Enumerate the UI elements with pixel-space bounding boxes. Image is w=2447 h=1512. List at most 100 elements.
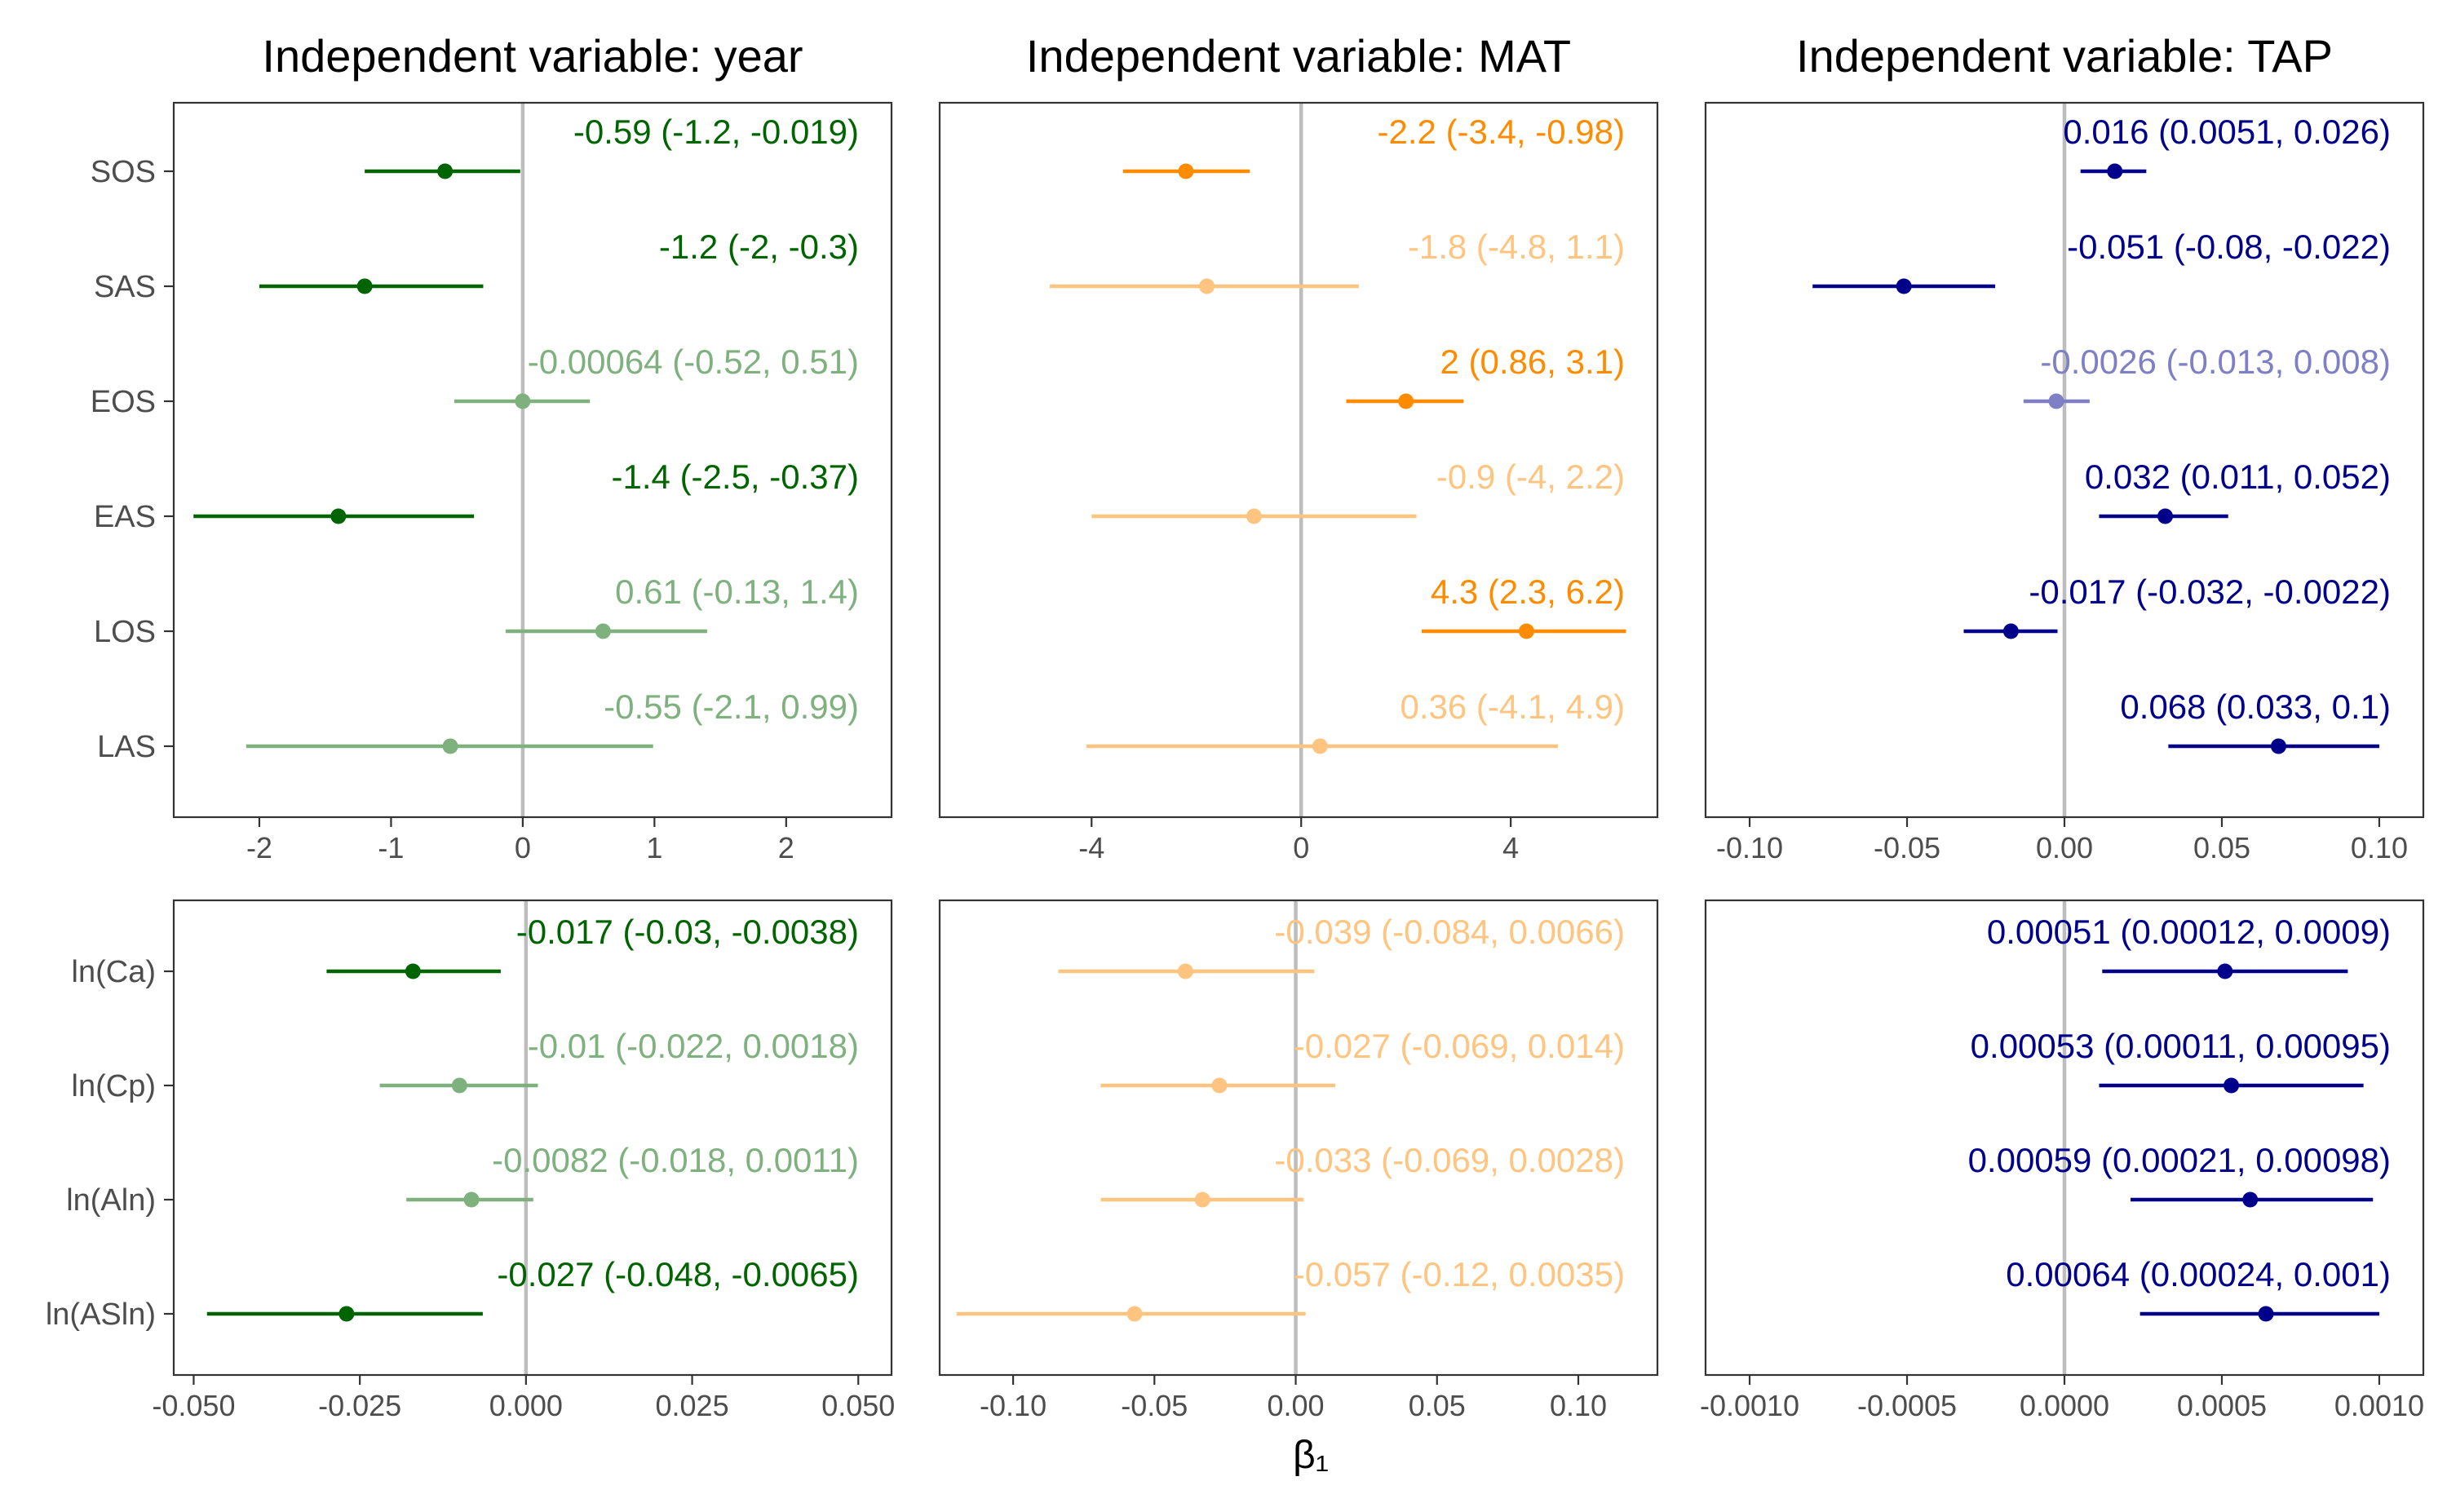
estimate-point-EOS [515, 393, 531, 409]
estimate-point-LAS [442, 738, 458, 754]
x-tick-label: 4 [1502, 831, 1519, 864]
x-tick-label: 0.025 [656, 1389, 729, 1422]
estimate-label-ln(Ca): -0.017 (-0.03, -0.0038) [516, 913, 859, 951]
estimate-point-EAS [1246, 508, 1262, 524]
estimate-label-ln(Cp): 0.00053 (0.00011, 0.00095) [1971, 1027, 2391, 1065]
x-tick-label: 0.0000 [2020, 1389, 2109, 1422]
x-tick-label: 0.05 [2193, 831, 2250, 864]
panel-bottom-MAT: -0.10 -0.05 0.00 0.05 0.10 -0.039 (-0.084, 0.… [938, 899, 1659, 1422]
estimate-label-LAS: 0.36 (-4.1, 4.9) [1400, 687, 1625, 726]
estimate-label-LOS: -0.017 (-0.032, -0.0022) [2029, 573, 2391, 611]
estimate-label-ln(ASln): -0.057 (-0.12, 0.0035) [1294, 1255, 1625, 1293]
estimate-label-ln(Cp): -0.027 (-0.069, 0.014) [1294, 1027, 1625, 1065]
estimate-label-SAS: -1.8 (-4.8, 1.1) [1408, 228, 1625, 266]
row-label: ln(Aln) [66, 1183, 156, 1218]
estimate-label-ln(Ca): 0.00051 (0.00012, 0.0009) [1987, 913, 2391, 951]
x-tick-label: 0.0005 [2177, 1389, 2267, 1422]
estimate-label-SAS: -0.051 (-0.08, -0.022) [2067, 228, 2391, 266]
estimate-label-ln(ASln): -0.027 (-0.048, -0.0065) [497, 1255, 859, 1293]
panel-top-year: -2 -1 0 1 2 SOS -0.59 (-1.2, -0.019) SAS -1.2 (-… [91, 101, 893, 864]
panel-frame [938, 899, 1659, 1377]
estimate-point-LAS [1312, 738, 1328, 754]
estimate-label-SAS: -1.2 (-2, -0.3) [659, 228, 859, 266]
x-tick-label: 0.10 [1550, 1389, 1607, 1422]
row-label: ln(Ca) [72, 955, 156, 989]
estimate-label-LAS: 0.068 (0.033, 0.1) [2120, 687, 2391, 726]
panel-top-MAT: -4 0 4 -2.2 (-3.4, -0.98) -1.8 (-4.8, 1.1) 2 … [938, 101, 1659, 864]
x-tick-label: -0.0005 [1857, 1389, 1957, 1422]
x-tick-label: -0.0010 [1700, 1389, 1799, 1422]
x-tick-label: -0.05 [1121, 1389, 1188, 1422]
row-label: EAS [94, 500, 156, 534]
estimate-point-ln(Cp) [2224, 1077, 2240, 1094]
estimate-point-ln(Cp) [451, 1077, 467, 1094]
estimate-point-SOS [437, 163, 454, 179]
estimate-label-EAS: -0.9 (-4, 2.2) [1436, 458, 1625, 496]
x-tick-label: 0 [1293, 831, 1309, 864]
estimate-point-LOS [2002, 623, 2019, 639]
row-label: LOS [94, 615, 156, 649]
x-tick-label: 0 [515, 831, 531, 864]
estimate-point-ln(ASln) [2258, 1306, 2274, 1322]
x-tick-label: 1 [646, 831, 662, 864]
estimate-label-LAS: -0.55 (-2.1, 0.99) [604, 687, 859, 726]
x-tick-label: -0.05 [1874, 831, 1940, 864]
x-axis-label: β₁ [1293, 1434, 1329, 1477]
panel-bottom-year: -0.050 -0.025 0.000 0.025 0.050 ln(Ca) -0.017 … [46, 899, 895, 1422]
x-tick-label: 0.000 [489, 1389, 563, 1422]
estimate-point-ln(Ca) [1177, 963, 1193, 979]
estimate-point-SAS [1896, 278, 1912, 294]
estimate-label-ln(ASln): 0.00064 (0.00024, 0.001) [2006, 1255, 2391, 1293]
panel-frame [938, 101, 1659, 819]
estimate-point-ln(Ca) [2217, 963, 2233, 979]
estimate-point-SOS [1178, 163, 1194, 179]
x-tick-label: 0.050 [821, 1389, 895, 1422]
x-tick-label: 0.00 [1267, 1389, 1324, 1422]
x-tick-label: -0.10 [980, 1389, 1047, 1422]
row-label: ln(Cp) [72, 1069, 156, 1103]
estimate-point-EAS [2157, 508, 2174, 524]
estimate-label-ln(Aln): -0.0082 (-0.018, 0.0011) [492, 1141, 859, 1179]
x-tick-label: 0.10 [2351, 831, 2408, 864]
column-title-year: Independent variable: year [262, 30, 803, 82]
estimate-label-ln(Aln): -0.033 (-0.069, 0.0028) [1274, 1141, 1625, 1179]
estimate-point-EAS [330, 508, 347, 524]
estimate-point-LOS [1518, 623, 1534, 639]
estimate-point-ln(Ca) [405, 963, 421, 979]
panel-bottom-TAP: -0.0010 -0.0005 0.0000 0.0005 0.0010 0.00051 … [1700, 899, 2425, 1422]
row-label: EOS [91, 385, 156, 419]
estimate-label-ln(Cp): -0.01 (-0.022, 0.0018) [528, 1027, 859, 1065]
estimate-point-EOS [2048, 393, 2064, 409]
estimate-point-ln(Aln) [463, 1191, 480, 1208]
estimate-point-ln(ASln) [1126, 1306, 1143, 1322]
x-tick-label: 2 [778, 831, 794, 864]
estimate-point-SAS [1199, 278, 1215, 294]
estimate-point-ln(Aln) [1194, 1191, 1210, 1208]
x-tick-label: -0.10 [1716, 831, 1783, 864]
estimate-label-LOS: 0.61 (-0.13, 1.4) [615, 573, 859, 611]
estimate-label-EOS: -0.00064 (-0.52, 0.51) [528, 343, 859, 381]
column-title-TAP: Independent variable: TAP [1796, 30, 2333, 82]
panel-top-TAP: -0.10 -0.05 0.00 0.05 0.10 0.016 (0.0051, 0.0… [1704, 101, 2425, 864]
panel-frame [172, 899, 893, 1377]
estimate-label-EAS: 0.032 (0.011, 0.052) [2085, 458, 2391, 496]
estimate-label-SOS: 0.016 (0.0051, 0.026) [2063, 113, 2391, 151]
estimate-label-EAS: -1.4 (-2.5, -0.37) [612, 458, 859, 496]
estimate-point-ln(Aln) [2242, 1191, 2259, 1208]
row-label: SAS [94, 270, 156, 304]
estimate-label-LOS: 4.3 (2.3, 6.2) [1431, 573, 1625, 611]
estimate-point-SOS [2107, 163, 2123, 179]
estimate-label-SOS: -2.2 (-3.4, -0.98) [1378, 113, 1625, 151]
x-tick-label: 0.0010 [2334, 1389, 2424, 1422]
x-tick-label: 0.00 [2036, 831, 2093, 864]
x-tick-label: 0.05 [1409, 1389, 1466, 1422]
estimate-point-LOS [595, 623, 611, 639]
estimate-label-EOS: -0.0026 (-0.013, 0.008) [2040, 343, 2391, 381]
estimate-label-EOS: 2 (0.86, 3.1) [1440, 343, 1625, 381]
column-title-MAT: Independent variable: MAT [1026, 30, 1571, 82]
x-tick-label: -1 [378, 831, 404, 864]
estimate-label-ln(Aln): 0.00059 (0.00021, 0.00098) [1968, 1141, 2391, 1179]
row-label: ln(ASln) [46, 1298, 156, 1332]
x-tick-label: -4 [1078, 831, 1104, 864]
